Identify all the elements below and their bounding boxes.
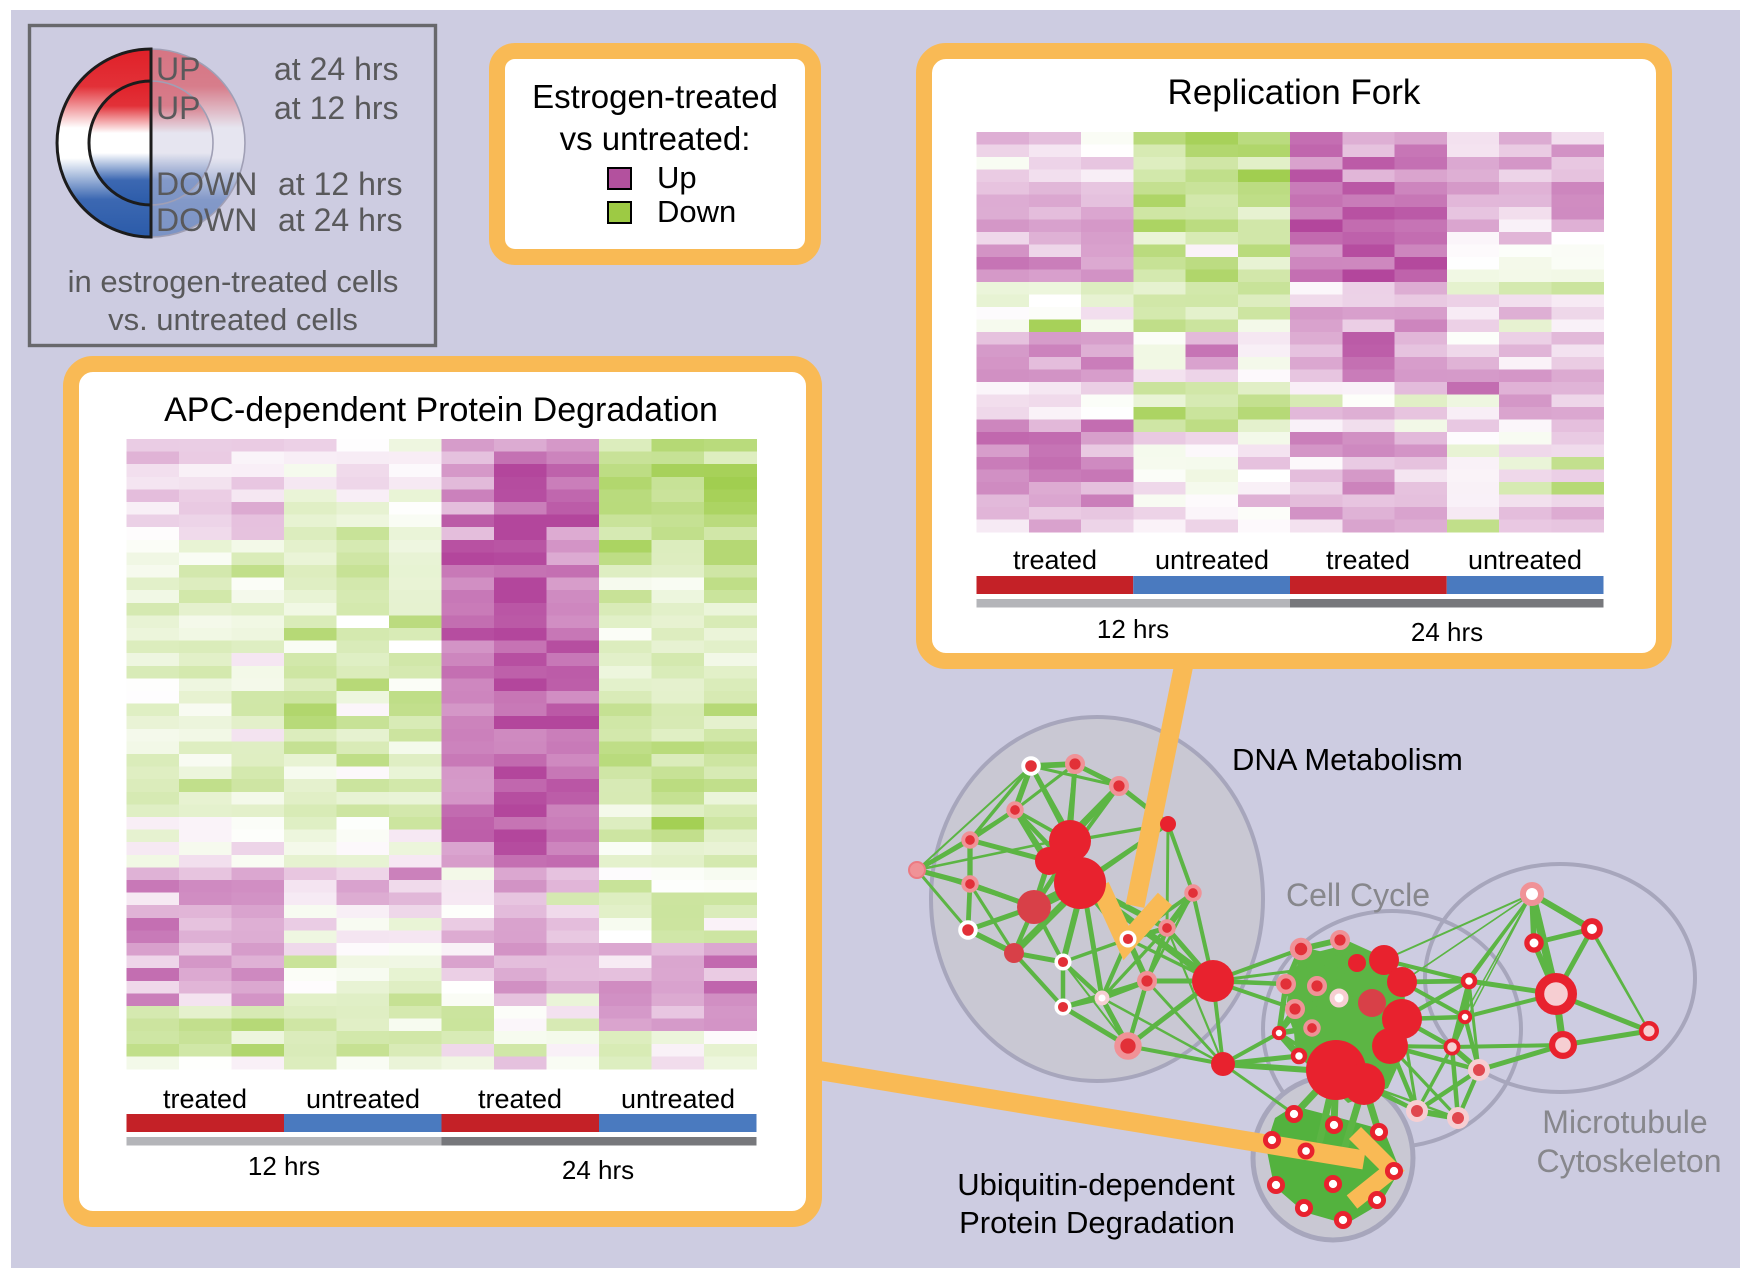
svg-text:Replication Fork: Replication Fork	[1168, 73, 1421, 112]
svg-text:at 12 hrs: at 12 hrs	[278, 166, 403, 202]
svg-text:in estrogen-treated cells: in estrogen-treated cells	[68, 264, 399, 299]
svg-text:Down: Down	[657, 194, 736, 229]
svg-text:Microtubule: Microtubule	[1542, 1104, 1707, 1140]
svg-text:12 hrs: 12 hrs	[248, 1151, 320, 1181]
svg-text:APC-dependent Protein Degradat: APC-dependent Protein Degradation	[164, 391, 718, 429]
svg-text:Protein Degradation: Protein Degradation	[959, 1205, 1235, 1240]
svg-text:treated: treated	[1013, 545, 1097, 575]
svg-text:untreated: untreated	[1468, 545, 1582, 575]
svg-text:at 24 hrs: at 24 hrs	[274, 51, 399, 87]
svg-text:vs untreated:: vs untreated:	[560, 120, 751, 157]
svg-text:treated: treated	[478, 1084, 562, 1114]
svg-text:12 hrs: 12 hrs	[1097, 614, 1169, 644]
svg-text:24 hrs: 24 hrs	[562, 1155, 634, 1185]
svg-text:Up: Up	[657, 160, 697, 195]
svg-text:vs. untreated cells: vs. untreated cells	[108, 302, 358, 337]
svg-text:UP: UP	[156, 90, 200, 126]
svg-text:UP: UP	[156, 51, 200, 87]
svg-text:Ubiquitin-dependent: Ubiquitin-dependent	[957, 1167, 1235, 1202]
svg-text:treated: treated	[163, 1084, 247, 1114]
svg-text:untreated: untreated	[306, 1084, 420, 1114]
svg-text:DNA Metabolism: DNA Metabolism	[1232, 742, 1463, 777]
svg-text:at 12 hrs: at 12 hrs	[274, 90, 399, 126]
svg-text:DOWN: DOWN	[156, 202, 257, 238]
svg-text:Cell Cycle: Cell Cycle	[1286, 877, 1430, 913]
svg-text:untreated: untreated	[1155, 545, 1269, 575]
svg-text:treated: treated	[1326, 545, 1410, 575]
svg-text:Cytoskeleton: Cytoskeleton	[1537, 1143, 1722, 1179]
svg-text:DOWN: DOWN	[156, 166, 257, 202]
svg-text:24 hrs: 24 hrs	[1411, 617, 1483, 647]
svg-text:at 24 hrs: at 24 hrs	[278, 202, 403, 238]
svg-text:Estrogen-treated: Estrogen-treated	[532, 78, 778, 115]
svg-text:untreated: untreated	[621, 1084, 735, 1114]
